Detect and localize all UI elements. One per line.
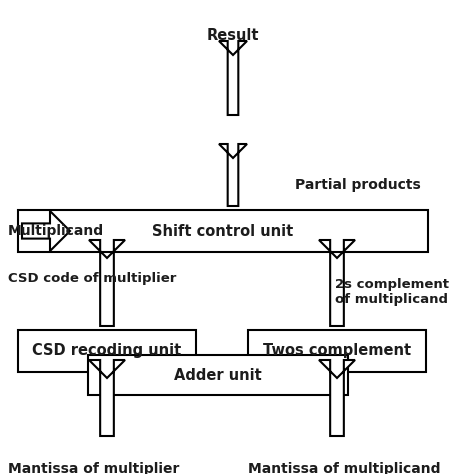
Text: Adder unit: Adder unit [174,367,262,383]
Text: Mantissa of multiplicand: Mantissa of multiplicand [248,462,440,474]
Polygon shape [319,240,355,326]
Text: Result: Result [207,28,259,43]
Polygon shape [319,360,355,436]
Polygon shape [89,360,125,436]
Text: CSD recoding unit: CSD recoding unit [32,344,182,358]
Polygon shape [219,41,247,115]
Polygon shape [22,211,70,251]
Text: Twos complement: Twos complement [263,344,411,358]
FancyBboxPatch shape [18,330,196,372]
FancyBboxPatch shape [18,210,428,252]
Text: Multiplicand: Multiplicand [8,224,104,238]
Polygon shape [219,144,247,206]
FancyBboxPatch shape [248,330,426,372]
Text: 2s complement
of multiplicand: 2s complement of multiplicand [335,278,449,306]
Text: CSD code of multiplier: CSD code of multiplier [8,272,176,285]
Text: Mantissa of multiplier: Mantissa of multiplier [8,462,179,474]
FancyBboxPatch shape [88,355,348,395]
Text: Shift control unit: Shift control unit [152,224,294,238]
Text: Partial products: Partial products [295,178,421,192]
Polygon shape [89,240,125,326]
